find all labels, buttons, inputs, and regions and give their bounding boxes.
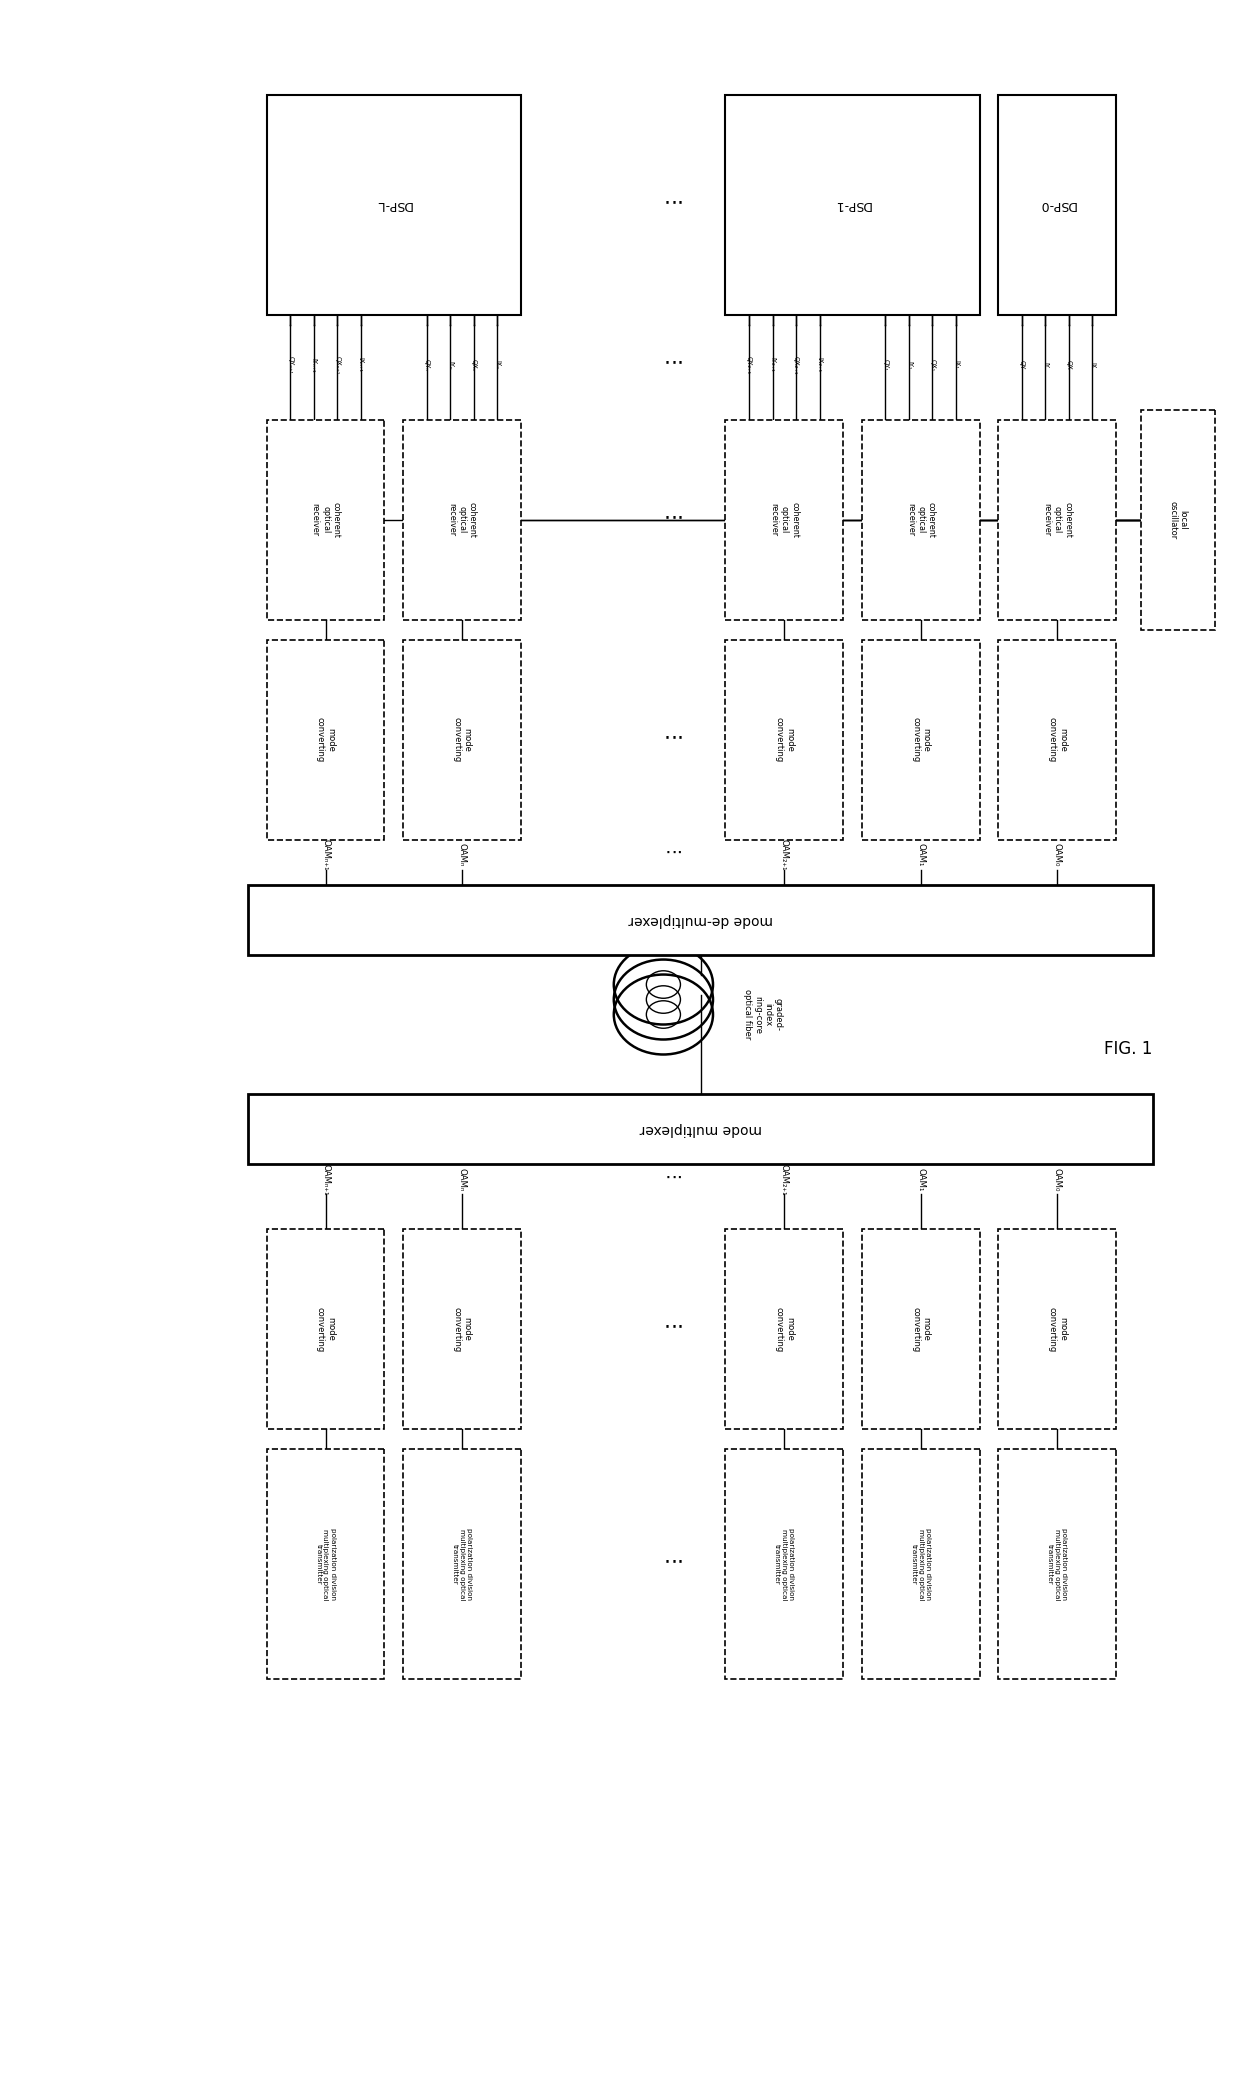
Text: ...: ...: [660, 1320, 680, 1339]
Text: coherent
optical
receiver: coherent optical receiver: [446, 502, 477, 537]
Text: mode
converting: mode converting: [775, 1308, 794, 1352]
Text: IX₁: IX₁: [954, 361, 959, 369]
Bar: [725, 94, 980, 315]
Text: IY: IY: [1043, 361, 1048, 367]
Text: ...: ...: [660, 730, 680, 749]
Text: mode
converting: mode converting: [453, 1308, 471, 1352]
Text: mode
converting: mode converting: [453, 718, 471, 762]
Text: QYₙ₊₁: QYₙ₊₁: [288, 357, 293, 374]
Text: IXₙ₊₁: IXₙ₊₁: [358, 357, 363, 372]
Bar: [998, 640, 1116, 840]
Text: OAM₀: OAM₀: [1053, 1167, 1061, 1192]
Bar: [862, 640, 980, 840]
Text: mode
converting: mode converting: [1048, 718, 1066, 762]
Text: DSP-0: DSP-0: [1038, 199, 1076, 212]
Bar: [267, 94, 521, 315]
Bar: [725, 1230, 843, 1429]
Text: polarization division
multiplexing optical
transmitter: polarization division multiplexing optic…: [1047, 1528, 1068, 1599]
Text: IX₂₊₁: IX₂₊₁: [817, 357, 822, 372]
Text: mode
converting: mode converting: [316, 1308, 335, 1352]
Text: ...: ...: [660, 195, 680, 214]
Bar: [267, 420, 384, 619]
Text: OAMₙ: OAMₙ: [458, 844, 466, 867]
Text: QYₙ: QYₙ: [424, 359, 429, 372]
Text: mode
converting: mode converting: [775, 718, 794, 762]
Text: ...: ...: [660, 510, 680, 529]
Bar: [403, 1448, 521, 1679]
Text: DSP-1: DSP-1: [833, 199, 872, 212]
Text: IY₂₊₁: IY₂₊₁: [770, 357, 775, 372]
Text: IX: IX: [1090, 361, 1095, 367]
Text: polarization division
multiplexing optical
transmitter: polarization division multiplexing optic…: [774, 1528, 795, 1599]
Text: QXₙ₊₁: QXₙ₊₁: [335, 355, 340, 374]
Bar: [998, 1448, 1116, 1679]
Text: graded-
index
ring-core
optical fiber: graded- index ring-core optical fiber: [743, 989, 782, 1039]
Text: ...: ...: [660, 1169, 680, 1188]
Text: mode
converting: mode converting: [911, 718, 930, 762]
Text: OAM₀: OAM₀: [1053, 844, 1061, 867]
Bar: [1141, 409, 1215, 630]
Text: mode
converting: mode converting: [316, 718, 335, 762]
Text: coherent
optical
receiver: coherent optical receiver: [769, 502, 800, 537]
Bar: [267, 1448, 384, 1679]
Text: OAMₙ: OAMₙ: [458, 1167, 466, 1192]
Text: OAM₂₊₁: OAM₂₊₁: [780, 840, 789, 871]
Bar: [403, 420, 521, 619]
Bar: [267, 640, 384, 840]
Text: coherent
optical
receiver: coherent optical receiver: [1042, 502, 1073, 537]
Text: mode
converting: mode converting: [911, 1308, 930, 1352]
Text: IYₙ₊₁: IYₙ₊₁: [311, 357, 316, 372]
Text: coherent
optical
receiver: coherent optical receiver: [310, 502, 341, 537]
Bar: [862, 1230, 980, 1429]
Bar: [998, 1230, 1116, 1429]
Bar: [403, 1230, 521, 1429]
Text: QXₙ: QXₙ: [471, 359, 476, 372]
Text: ...: ...: [660, 1553, 680, 1574]
Text: ...: ...: [660, 846, 680, 865]
Bar: [725, 640, 843, 840]
Bar: [267, 1230, 384, 1429]
Text: mode multiplexer: mode multiplexer: [640, 1123, 761, 1136]
Text: IXₙ: IXₙ: [495, 361, 500, 369]
Text: QX: QX: [1066, 359, 1071, 369]
Text: mode
converting: mode converting: [1048, 1308, 1066, 1352]
Bar: [248, 1094, 1153, 1165]
Text: DSP-L: DSP-L: [376, 199, 412, 212]
Text: QY: QY: [1019, 361, 1024, 369]
Text: OAM₁: OAM₁: [916, 844, 925, 867]
Text: polarization division
multiplexing optical
transmitter: polarization division multiplexing optic…: [315, 1528, 336, 1599]
Text: IY₁: IY₁: [906, 361, 911, 369]
Text: ...: ...: [660, 355, 680, 376]
Bar: [862, 1448, 980, 1679]
Text: local
oscillator: local oscillator: [1168, 502, 1188, 539]
Text: OAMₙ₊₁: OAMₙ₊₁: [321, 1163, 330, 1194]
Text: polarization division
multiplexing optical
transmitter: polarization division multiplexing optic…: [451, 1528, 472, 1599]
Text: QY₁: QY₁: [883, 359, 888, 372]
Bar: [725, 420, 843, 619]
Text: OAMₙ₊₁: OAMₙ₊₁: [321, 840, 330, 871]
Bar: [248, 884, 1153, 955]
Text: FIG. 1: FIG. 1: [1104, 1041, 1153, 1058]
Text: coherent
optical
receiver: coherent optical receiver: [905, 502, 936, 537]
Text: QX₁: QX₁: [930, 359, 935, 372]
Text: OAM₁: OAM₁: [916, 1167, 925, 1192]
Bar: [998, 94, 1116, 315]
Bar: [725, 1448, 843, 1679]
Text: QY₂₊₁: QY₂₊₁: [746, 355, 751, 374]
Text: polarization division
multiplexing optical
transmitter: polarization division multiplexing optic…: [910, 1528, 931, 1599]
Bar: [403, 640, 521, 840]
Text: QX₂₊₁: QX₂₊₁: [794, 355, 799, 374]
Text: mode de-multiplexer: mode de-multiplexer: [629, 913, 773, 926]
Text: IYₙ: IYₙ: [448, 361, 453, 369]
Bar: [862, 420, 980, 619]
Text: OAM₂₊₁: OAM₂₊₁: [780, 1163, 789, 1194]
Bar: [998, 420, 1116, 619]
